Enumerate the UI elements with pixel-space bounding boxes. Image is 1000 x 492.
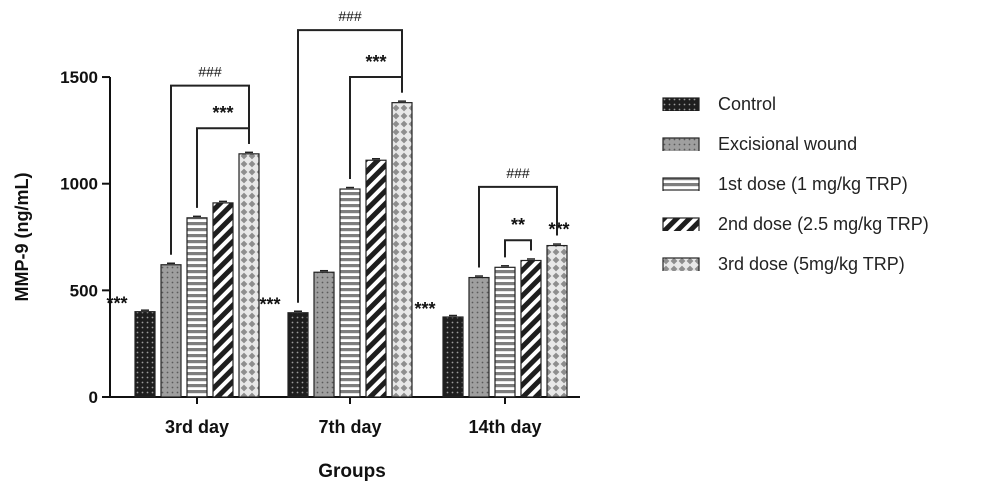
legend-item: 1st dose (1 mg/kg TRP) [662, 164, 929, 204]
significance-label: *** [106, 294, 127, 314]
legend-swatch-fill [662, 97, 700, 111]
significance-label: ### [506, 165, 530, 181]
significance-label: *** [414, 299, 435, 319]
bar [520, 259, 542, 398]
bar [160, 264, 182, 398]
x-tick-label: 3rd day [165, 417, 229, 437]
significance-label: *** [259, 295, 280, 315]
x-tick-label: 7th day [318, 417, 381, 437]
y-tick-label: 1000 [60, 175, 98, 194]
significance-label: ** [511, 215, 525, 235]
legend-item: Control [662, 84, 929, 124]
legend-label: 1st dose (1 mg/kg TRP) [718, 173, 908, 194]
significance-bracket [297, 29, 403, 303]
legend-swatch [662, 97, 700, 111]
bar [212, 202, 234, 398]
bar [186, 217, 208, 398]
legend-label: Excisional wound [718, 133, 858, 154]
bar [339, 188, 361, 398]
bar [468, 276, 490, 398]
legend-item: Excisional wound [662, 124, 929, 164]
bar [391, 102, 413, 398]
legend: Control Excisional wound 1st dose (1 mg/kg… [662, 84, 929, 284]
legend-item: 3rd dose (5mg/kg TRP) [662, 244, 929, 284]
significance-label: *** [548, 220, 569, 240]
y-tick-label: 500 [70, 281, 98, 300]
legend-label: Control [718, 93, 777, 114]
significance-bracket [170, 84, 250, 255]
legend-swatch [662, 137, 700, 151]
legend-swatch [662, 257, 700, 271]
legend-item: 2nd dose (2.5 mg/kg TRP) [662, 204, 929, 244]
legend-swatch [662, 177, 700, 191]
significance-label: *** [365, 52, 386, 72]
legend-label: 2nd dose (2.5 mg/kg TRP) [718, 213, 929, 234]
significance-bracket [478, 185, 558, 268]
legend-swatch [662, 217, 700, 231]
significance-bracket [504, 239, 532, 258]
bar [546, 244, 568, 398]
legend-label: 3rd dose (5mg/kg TRP) [718, 253, 905, 274]
legend-swatch-fill [662, 177, 700, 191]
bar [494, 266, 516, 398]
y-tick-label: 0 [89, 388, 98, 407]
legend-swatch-fill [662, 217, 700, 231]
bar [313, 271, 335, 398]
significance-label: *** [212, 103, 233, 123]
legend-swatch-fill [662, 257, 700, 271]
legend-swatch-fill [662, 137, 700, 151]
bar [365, 159, 387, 398]
bar [287, 312, 309, 398]
bar [442, 316, 464, 398]
x-tick-label: 14th day [468, 417, 541, 437]
bar [134, 311, 156, 398]
x-axis-label: Groups [318, 461, 386, 482]
significance-label: ### [338, 8, 362, 24]
bar [238, 153, 260, 398]
significance-label: ### [198, 64, 222, 80]
y-tick-label: 1500 [60, 68, 98, 87]
y-axis-label: MMP-9 (ng/mL) [12, 173, 32, 302]
